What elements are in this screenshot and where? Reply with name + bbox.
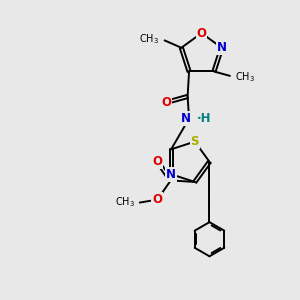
Text: ·H: ·H bbox=[197, 112, 211, 125]
Text: O: O bbox=[196, 27, 206, 40]
Text: N: N bbox=[166, 168, 176, 181]
Text: O: O bbox=[152, 155, 162, 168]
Text: N: N bbox=[181, 112, 190, 125]
Text: CH$_3$: CH$_3$ bbox=[235, 70, 255, 84]
Text: O: O bbox=[152, 193, 162, 206]
Text: CH$_3$: CH$_3$ bbox=[139, 32, 159, 46]
Text: CH$_3$: CH$_3$ bbox=[115, 196, 135, 209]
Text: O: O bbox=[161, 96, 171, 109]
Text: S: S bbox=[190, 135, 199, 148]
Text: N: N bbox=[217, 41, 227, 54]
